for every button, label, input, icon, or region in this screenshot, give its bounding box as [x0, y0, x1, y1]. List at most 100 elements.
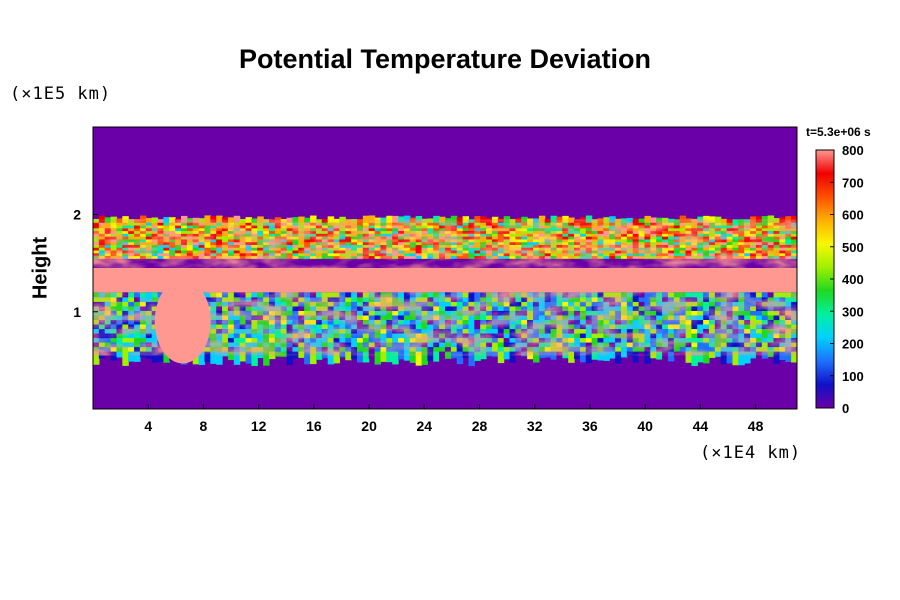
- colorbar-tick-label: 700: [842, 175, 864, 190]
- colorbar-tick-label: 800: [842, 143, 864, 158]
- heatmap-cell: [386, 215, 393, 223]
- heatmap-cell: [310, 351, 317, 365]
- heatmap-cell: [409, 351, 417, 363]
- heatmap-cell: [597, 351, 604, 361]
- heatmap-cell: [744, 351, 751, 364]
- x-tick-label: 16: [306, 418, 322, 434]
- heatmap-cell: [585, 215, 593, 223]
- colorbar-tick-label: 100: [842, 369, 864, 384]
- heatmap-cell: [421, 351, 428, 365]
- heatmap-cell: [216, 351, 223, 365]
- heatmap-cell: [128, 351, 135, 362]
- heatmap-cell: [216, 215, 223, 223]
- x-axis-ticks: 4 8 12 16 20 24 28 32 36 40 44 48: [144, 404, 764, 434]
- colorbar: 0 100 200 300 400 500 600 700 800: [815, 143, 864, 416]
- plot-frame: [92, 126, 798, 410]
- heatmap-cell: [433, 215, 440, 223]
- chart-title: Potential Temperature Deviation: [238, 44, 652, 74]
- heatmap-cell: [509, 351, 516, 363]
- heatmap-cell: [392, 215, 399, 223]
- heatmap-cell: [204, 351, 211, 362]
- heatmap-cell: [456, 351, 464, 365]
- heatmap-cell: [304, 351, 311, 365]
- heatmap-cell: [245, 351, 252, 364]
- heatmap-cell: [181, 215, 188, 223]
- heatmap-cell: [362, 215, 370, 223]
- heatmap-cell: [198, 351, 206, 365]
- heatmap-cell: [239, 351, 247, 362]
- heatmap-cell: [632, 351, 640, 363]
- x-tick-label: 20: [361, 418, 377, 434]
- heatmap-cell: [439, 351, 446, 366]
- heatmap-cell: [357, 351, 364, 363]
- heatmap-cell: [538, 215, 546, 223]
- heatmap-cell: [533, 351, 540, 363]
- x-axis-unit: (×1E4 km): [700, 443, 802, 463]
- x-tick-label: 36: [582, 418, 598, 434]
- heatmap-cell: [134, 351, 141, 362]
- y-axis-unit: (×1E5 km): [10, 84, 112, 104]
- heatmap-cell: [93, 351, 100, 365]
- heatmap-cell: [703, 351, 710, 364]
- heatmap-cell: [767, 215, 775, 223]
- heatmap-cell: [497, 351, 505, 364]
- heatmap-cell: [685, 351, 692, 363]
- heatmap-cell: [644, 351, 651, 364]
- heatmap-cell: [333, 351, 340, 364]
- heatmap-cell: [732, 351, 739, 366]
- heatmap-cell: [773, 351, 780, 364]
- heatmap-cell: [251, 351, 258, 367]
- heatmap-cell: [427, 351, 434, 361]
- heatmap-cell: [697, 351, 704, 363]
- y-axis-ticks: 12: [73, 207, 98, 320]
- heatmap-cell: [368, 215, 376, 223]
- heatmap-cell: [263, 351, 270, 366]
- heatmap-cell: [562, 215, 569, 223]
- colorbar-tick-label: 300: [842, 304, 864, 319]
- x-tick-label: 8: [200, 418, 208, 434]
- x-tick-label: 28: [472, 418, 488, 434]
- heatmap-cell: [720, 351, 728, 364]
- heatmap-cell: [679, 351, 687, 361]
- heatmap-cell: [644, 215, 651, 223]
- heatmap-cell: [568, 351, 575, 363]
- x-tick-label: 12: [251, 418, 267, 434]
- heatmap-cell: [327, 351, 335, 365]
- heatmap-cell: [380, 351, 387, 362]
- colorbar-tick-label: 400: [842, 272, 864, 287]
- heatmap-cell: [691, 351, 698, 367]
- heatmap-cell: [227, 351, 235, 361]
- heatmap-cell: [791, 351, 797, 363]
- x-tick-label: 44: [693, 418, 709, 434]
- y-tick-label: 2: [73, 207, 81, 223]
- heatmap-cell: [392, 351, 399, 365]
- heatmap-cell: [362, 351, 370, 363]
- heatmap-cell: [474, 351, 481, 361]
- heatmap-turbulence: [93, 219, 797, 356]
- heatmap-cell: [667, 351, 675, 362]
- heatmap-cell: [310, 215, 317, 223]
- heatmap-cell: [450, 215, 458, 223]
- colorbar-tick-label: 200: [842, 337, 864, 352]
- heatmap-cell: [615, 351, 622, 364]
- x-tick-label: 40: [637, 418, 653, 434]
- heatmap-cell: [110, 351, 118, 361]
- x-tick-label: 32: [527, 418, 543, 434]
- heatmap-cell: [433, 351, 440, 362]
- heatmap-cell: [550, 215, 558, 223]
- x-tick-label: 48: [748, 418, 764, 434]
- heatmap-cell: [515, 351, 522, 361]
- colorbar-tick-label: 500: [842, 240, 864, 255]
- heatmap-cell: [286, 351, 294, 365]
- heatmap-cell: [738, 351, 745, 366]
- heatmap-cell: [210, 351, 217, 364]
- heatmap-cell: [139, 215, 147, 223]
- heatmap-cell: [662, 351, 669, 362]
- y-tick-label: 1: [73, 304, 81, 320]
- heatmap-cell: [345, 351, 352, 361]
- heatmap-cell: [679, 215, 687, 223]
- x-tick-label: 24: [417, 418, 433, 434]
- heatmap-cell: [98, 215, 106, 223]
- heatmap-cell: [122, 351, 129, 366]
